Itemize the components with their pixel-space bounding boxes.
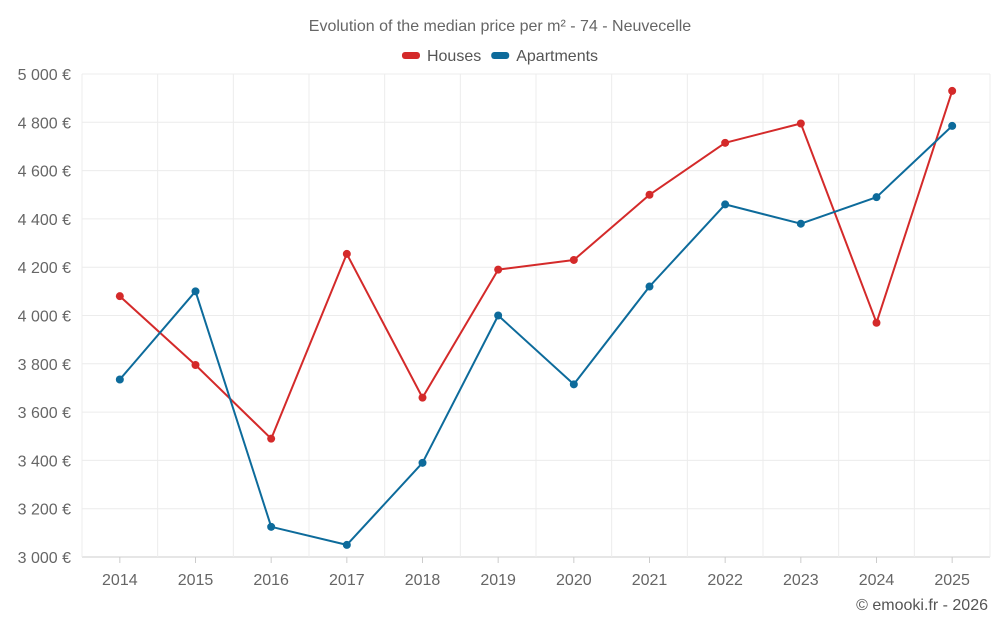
- x-tick-label: 2018: [405, 572, 441, 589]
- data-point-houses[interactable]: [872, 318, 881, 327]
- y-tick-label: 4 600 €: [18, 164, 71, 181]
- y-tick-label: 3 400 €: [18, 453, 71, 470]
- series-line-houses: [119, 90, 954, 440]
- legend: Houses Apartments: [401, 48, 598, 65]
- x-tick-label: 2015: [178, 572, 214, 589]
- x-tick-label: 2016: [253, 572, 289, 589]
- y-tick-label: 4 200 €: [18, 260, 71, 277]
- data-point-apartments[interactable]: [342, 540, 351, 549]
- data-point-houses[interactable]: [342, 249, 351, 258]
- y-tick-label: 4 000 €: [18, 309, 71, 326]
- legend-label-houses: Houses: [427, 48, 481, 65]
- legend-label-apartments: Apartments: [516, 48, 598, 65]
- series-layer: [115, 86, 957, 549]
- data-point-apartments[interactable]: [721, 200, 730, 209]
- x-tick-label: 2023: [783, 572, 819, 589]
- legend-swatch-houses: [401, 52, 420, 59]
- data-point-houses[interactable]: [267, 434, 276, 443]
- y-tick-label: 3 600 €: [18, 405, 71, 422]
- x-tick-label: 2025: [934, 572, 970, 589]
- x-tick-label: 2014: [102, 572, 138, 589]
- chart-title: Evolution of the median price per m² - 7…: [309, 18, 692, 35]
- data-point-apartments[interactable]: [569, 380, 578, 389]
- y-tick-label: 3 800 €: [18, 357, 71, 374]
- data-point-apartments[interactable]: [418, 458, 427, 467]
- data-point-houses[interactable]: [494, 265, 503, 274]
- legend-swatch-apartments: [491, 52, 510, 59]
- gridlines: [81, 73, 991, 558]
- credit-text: © emooki.fr - 2026: [856, 597, 988, 614]
- series-houses: [115, 86, 957, 443]
- data-point-houses[interactable]: [418, 393, 427, 402]
- data-point-apartments[interactable]: [872, 193, 881, 202]
- y-tick-label: 3 000 €: [18, 550, 71, 567]
- data-point-houses[interactable]: [796, 119, 805, 128]
- x-tick-label: 2019: [480, 572, 516, 589]
- data-point-apartments[interactable]: [796, 219, 805, 228]
- y-tick-label: 5 000 €: [18, 67, 71, 84]
- data-point-houses[interactable]: [721, 138, 730, 147]
- data-point-houses[interactable]: [191, 361, 200, 370]
- data-point-apartments[interactable]: [267, 522, 276, 531]
- data-point-apartments[interactable]: [191, 287, 200, 296]
- data-point-apartments[interactable]: [645, 282, 654, 291]
- data-point-apartments[interactable]: [115, 375, 124, 384]
- legend-item-apartments[interactable]: Apartments: [491, 48, 598, 65]
- data-point-apartments[interactable]: [494, 311, 503, 320]
- x-tick-label: 2021: [632, 572, 668, 589]
- data-point-houses[interactable]: [115, 292, 124, 301]
- data-point-apartments[interactable]: [948, 121, 957, 130]
- data-point-houses[interactable]: [645, 190, 654, 199]
- data-point-houses[interactable]: [948, 86, 957, 95]
- x-tick-label: 2017: [329, 572, 365, 589]
- legend-item-houses[interactable]: Houses: [401, 48, 481, 65]
- series-line-apartments: [119, 125, 953, 546]
- series-apartments: [115, 121, 957, 549]
- x-tick-label: 2024: [859, 572, 895, 589]
- x-axis: 2014 2015 2016 2017 2018 2019 2020 2021 2022 2023…: [102, 557, 970, 589]
- x-tick-label: 2022: [707, 572, 743, 589]
- y-tick-label: 3 200 €: [18, 502, 71, 519]
- data-point-houses[interactable]: [569, 255, 578, 264]
- y-tick-label: 4 400 €: [18, 212, 71, 229]
- x-tick-label: 2020: [556, 572, 592, 589]
- y-axis: 3 000 € 3 200 € 3 400 € 3 600 € 3 800 € 4 000…: [18, 67, 71, 567]
- y-tick-label: 4 800 €: [18, 115, 71, 132]
